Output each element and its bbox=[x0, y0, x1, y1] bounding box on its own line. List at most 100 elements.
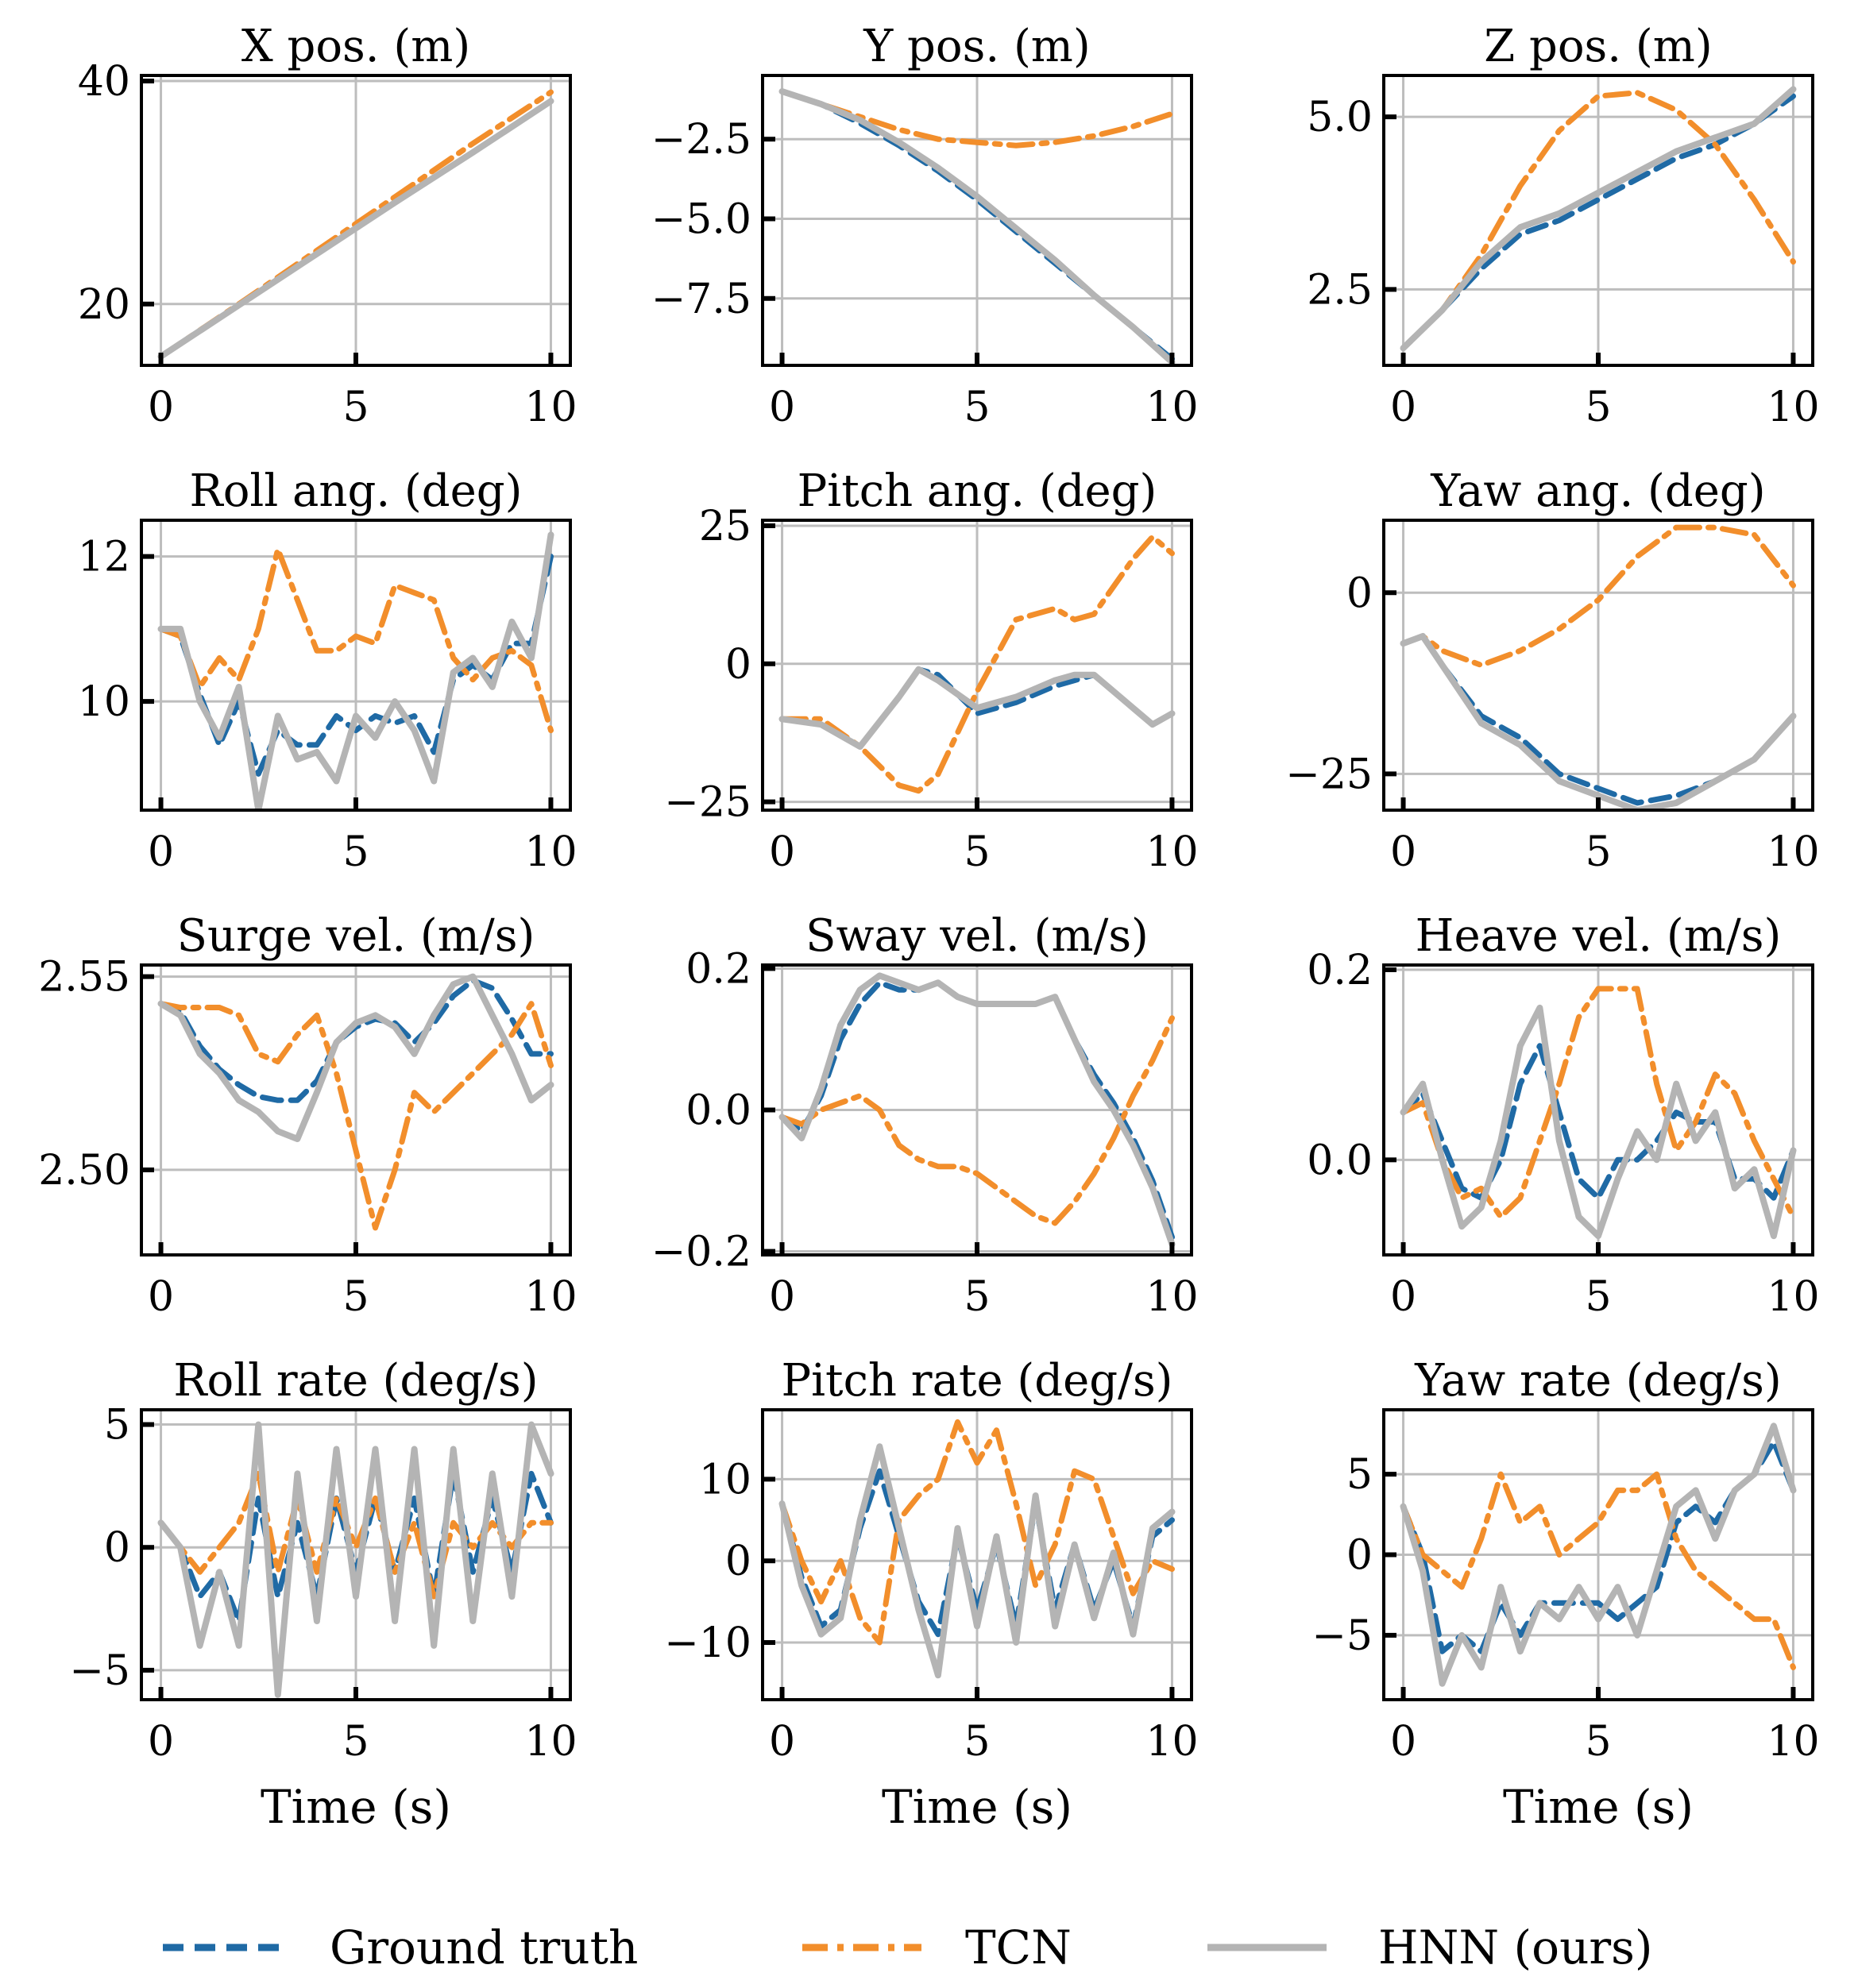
x-tick-label: 0 bbox=[1390, 384, 1416, 431]
subplot-title: Y pos. (m) bbox=[863, 21, 1090, 72]
y-tick-label: −10 bbox=[664, 1619, 751, 1667]
x-tick-label: 10 bbox=[1145, 384, 1198, 431]
series-line-hnn-ours bbox=[778, 666, 1176, 750]
x-tick-label: 10 bbox=[1767, 384, 1819, 431]
series-line-tcn bbox=[779, 1015, 1175, 1226]
x-tick-label: 5 bbox=[342, 828, 369, 876]
x-tick-label: 0 bbox=[769, 1718, 795, 1766]
series-line-tcn bbox=[1400, 1471, 1796, 1670]
subplot-title: Yaw rate (deg/s) bbox=[1414, 1355, 1781, 1407]
series-line-hnn-ours bbox=[157, 973, 554, 1142]
subplot-surge-vel-m-s: 0 5 10 2.50 2.55 Surge vel. (m/s) bbox=[38, 910, 577, 1321]
subplot-heave-vel-m-s: 0 5 10 0.0 0.2 Heave vel. (m/s) bbox=[1307, 910, 1819, 1321]
x-tick-label: 10 bbox=[1767, 828, 1819, 876]
x-tick-label: 10 bbox=[1145, 1718, 1198, 1766]
subplot-title: X pos. (m) bbox=[241, 21, 470, 72]
series-line-tcn bbox=[158, 1001, 554, 1231]
subplot-title: Yaw ang. (deg) bbox=[1430, 465, 1765, 517]
subplot-title: Heave vel. (m/s) bbox=[1416, 910, 1782, 962]
y-tick-label: 5 bbox=[1346, 1451, 1373, 1499]
x-tick-label: 0 bbox=[1390, 1718, 1416, 1766]
x-tick-label: 10 bbox=[1767, 1718, 1819, 1766]
x-tick-label: 10 bbox=[1145, 828, 1198, 876]
y-tick-label: 0.0 bbox=[1307, 1137, 1373, 1184]
y-tick-label: −5 bbox=[69, 1647, 130, 1695]
series-line-hnn-ours bbox=[1400, 1422, 1797, 1687]
subplot-title: Sway vel. (m/s) bbox=[805, 910, 1149, 962]
subplot-yaw-ang-deg: 0 5 10 −25 0 Yaw ang. (deg) bbox=[1285, 465, 1819, 876]
y-tick-label: 0 bbox=[725, 641, 751, 689]
x-axis-label: Time (s) bbox=[1503, 1780, 1694, 1834]
y-tick-label: 2.50 bbox=[38, 1147, 130, 1195]
x-axis-label: Time (s) bbox=[882, 1780, 1072, 1834]
x-tick-label: 10 bbox=[1145, 1273, 1198, 1321]
series-line-tcn bbox=[1400, 524, 1796, 668]
x-tick-label: 10 bbox=[1767, 1273, 1819, 1321]
x-tick-label: 10 bbox=[524, 384, 577, 431]
x-tick-label: 0 bbox=[769, 1273, 795, 1321]
series-line-hnn-ours bbox=[1400, 633, 1797, 810]
y-tick-label: 20 bbox=[78, 281, 130, 329]
subplot-roll-rate-deg-s: 0 5 10 −5 0 5 Roll rate (deg/s) Time (s) bbox=[69, 1355, 577, 1834]
subplot-title: Roll ang. (deg) bbox=[190, 465, 523, 517]
y-tick-label: 5 bbox=[104, 1402, 130, 1450]
subplot-roll-ang-deg: 0 5 10 10 12 Roll ang. (deg) bbox=[78, 465, 577, 876]
subplot-pitch-ang-deg: 0 5 10 −25 0 25 Pitch ang. (deg) bbox=[664, 465, 1198, 876]
x-tick-label: 5 bbox=[342, 1273, 369, 1321]
series-line-hnn-ours bbox=[157, 1421, 554, 1698]
subplot-grid: 0 5 10 20 40 X pos. (m) 0 5 10 −2.5 −5.0 −7.5 Y pos.… bbox=[38, 21, 1819, 1834]
x-tick-label: 0 bbox=[1390, 1273, 1416, 1321]
x-tick-label: 5 bbox=[1585, 384, 1611, 431]
subplot-title: Surge vel. (m/s) bbox=[177, 910, 535, 962]
x-tick-label: 0 bbox=[148, 1718, 174, 1766]
subplot-x-pos-m: 0 5 10 20 40 X pos. (m) bbox=[78, 21, 577, 431]
y-tick-label: −5 bbox=[1311, 1612, 1373, 1660]
y-tick-label: −2.5 bbox=[651, 116, 751, 164]
series-line-tcn bbox=[1400, 986, 1796, 1220]
x-tick-label: 0 bbox=[1390, 828, 1416, 876]
x-tick-label: 0 bbox=[769, 384, 795, 431]
y-tick-label: 2.5 bbox=[1307, 266, 1373, 314]
series-line-hnn-ours bbox=[1400, 86, 1797, 352]
y-tick-label: 2.55 bbox=[38, 954, 130, 1002]
y-tick-label: 25 bbox=[699, 503, 751, 550]
x-tick-label: 5 bbox=[1585, 828, 1611, 876]
x-tick-label: 5 bbox=[1585, 1273, 1611, 1321]
series-line-hnn-ours bbox=[778, 1443, 1176, 1679]
y-tick-label: 10 bbox=[78, 678, 130, 726]
y-tick-label: 12 bbox=[78, 534, 130, 581]
x-tick-label: 10 bbox=[524, 828, 577, 876]
y-tick-label: 0 bbox=[725, 1538, 751, 1585]
series-line-hnn-ours bbox=[778, 88, 1176, 365]
legend-label-hnn: HNN (ours) bbox=[1378, 1920, 1653, 1974]
series-line-hnn-ours bbox=[157, 98, 554, 360]
x-tick-label: 0 bbox=[148, 828, 174, 876]
y-tick-label: 40 bbox=[78, 58, 130, 106]
y-tick-label: −0.2 bbox=[651, 1229, 751, 1276]
series-line-tcn bbox=[158, 546, 554, 734]
x-tick-label: 5 bbox=[964, 1273, 990, 1321]
y-tick-label: −7.5 bbox=[651, 276, 751, 323]
subplot-title: Pitch rate (deg/s) bbox=[781, 1355, 1172, 1407]
subplot-title: Pitch ang. (deg) bbox=[798, 465, 1157, 517]
subplot-z-pos-m: 0 5 10 2.5 5.0 Z pos. (m) bbox=[1307, 21, 1819, 431]
y-tick-label: 0.2 bbox=[1307, 947, 1373, 994]
x-tick-label: 5 bbox=[1585, 1718, 1611, 1766]
subplot-yaw-rate-deg-s: 0 5 10 −5 0 5 Yaw rate (deg/s) Time (s) bbox=[1311, 1355, 1819, 1834]
subplot-y-pos-m: 0 5 10 −2.5 −5.0 −7.5 Y pos. (m) bbox=[651, 21, 1199, 431]
series-line-tcn bbox=[779, 534, 1175, 794]
series-line-hnn-ours bbox=[1400, 1004, 1797, 1240]
subplot-title: Roll rate (deg/s) bbox=[173, 1355, 538, 1407]
series-line-hnn-ours bbox=[778, 972, 1176, 1248]
x-tick-label: 10 bbox=[524, 1273, 577, 1321]
subplot-title: Z pos. (m) bbox=[1484, 21, 1712, 72]
y-tick-label: 0.0 bbox=[686, 1087, 751, 1135]
x-tick-label: 0 bbox=[148, 384, 174, 431]
subplot-sway-vel-m-s: 0 5 10 −0.2 0.0 0.2 Sway vel. (m/s) bbox=[651, 910, 1199, 1321]
x-axis-label: Time (s) bbox=[261, 1780, 451, 1834]
legend-label-ground-truth: Ground truth bbox=[330, 1920, 638, 1974]
x-tick-label: 0 bbox=[769, 828, 795, 876]
y-tick-label: 0 bbox=[1346, 569, 1373, 617]
x-tick-label: 5 bbox=[964, 384, 990, 431]
